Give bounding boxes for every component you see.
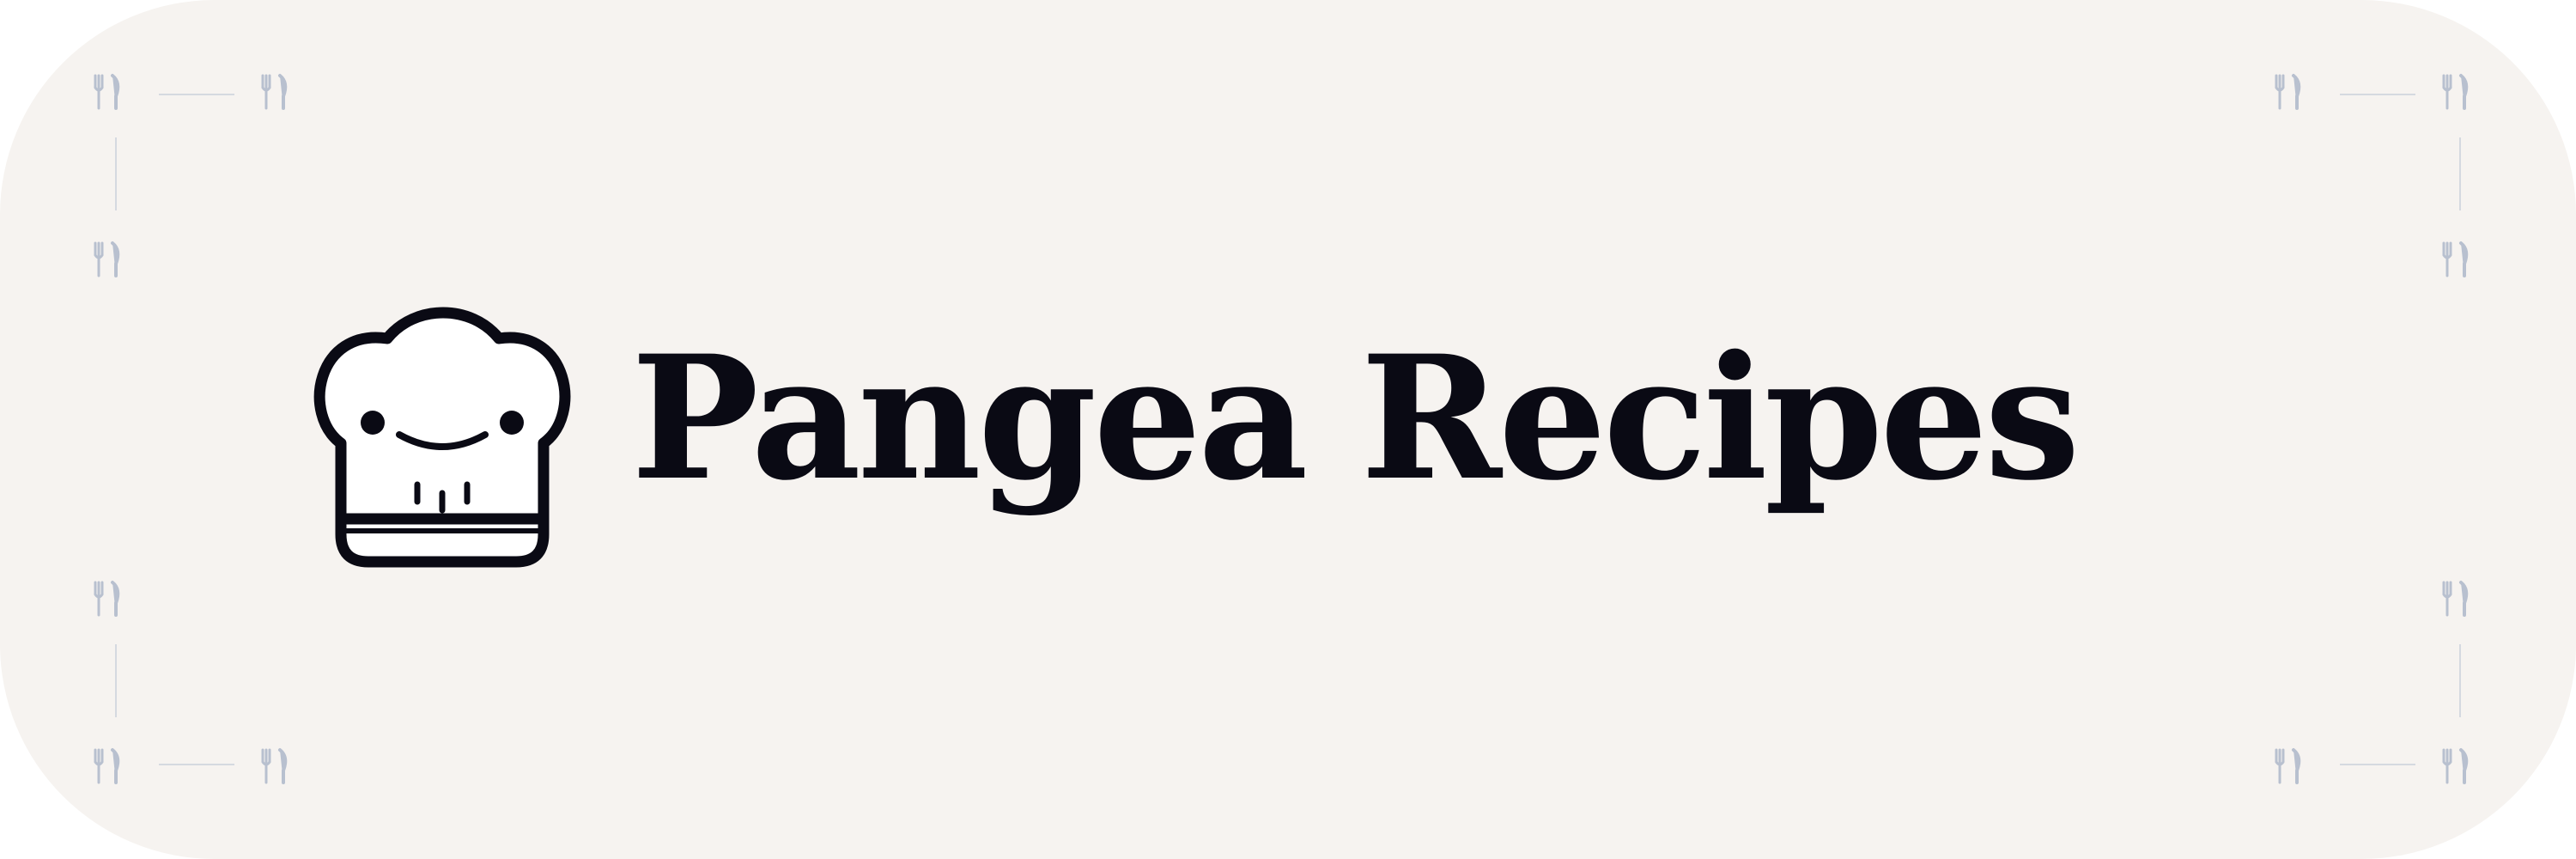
corner-ornament-top-right: [2271, 69, 2486, 283]
corner-ornament-bottom-right: [2271, 576, 2486, 790]
utensils-icon: [2442, 748, 2469, 784]
utensils-icon: [2442, 74, 2469, 110]
utensils-icon: [2275, 74, 2301, 110]
brand-name: Pangea Recipes: [631, 318, 2081, 518]
corner-ornament-bottom-left: [90, 576, 305, 790]
utensils-icon: [2442, 241, 2469, 277]
utensils-icon: [94, 748, 120, 784]
brand-logo: Pangea Recipes: [305, 290, 2280, 574]
utensils-icon: [2442, 581, 2469, 617]
utensils-icon: [94, 241, 120, 277]
utensils-icon: [261, 748, 288, 784]
utensils-icon: [2275, 748, 2301, 784]
utensils-icon: [261, 74, 288, 110]
utensils-icon: [94, 74, 120, 110]
chef-hat-icon: [313, 307, 571, 568]
corner-ornament-top-left: [90, 69, 305, 283]
utensils-icon: [94, 581, 120, 617]
